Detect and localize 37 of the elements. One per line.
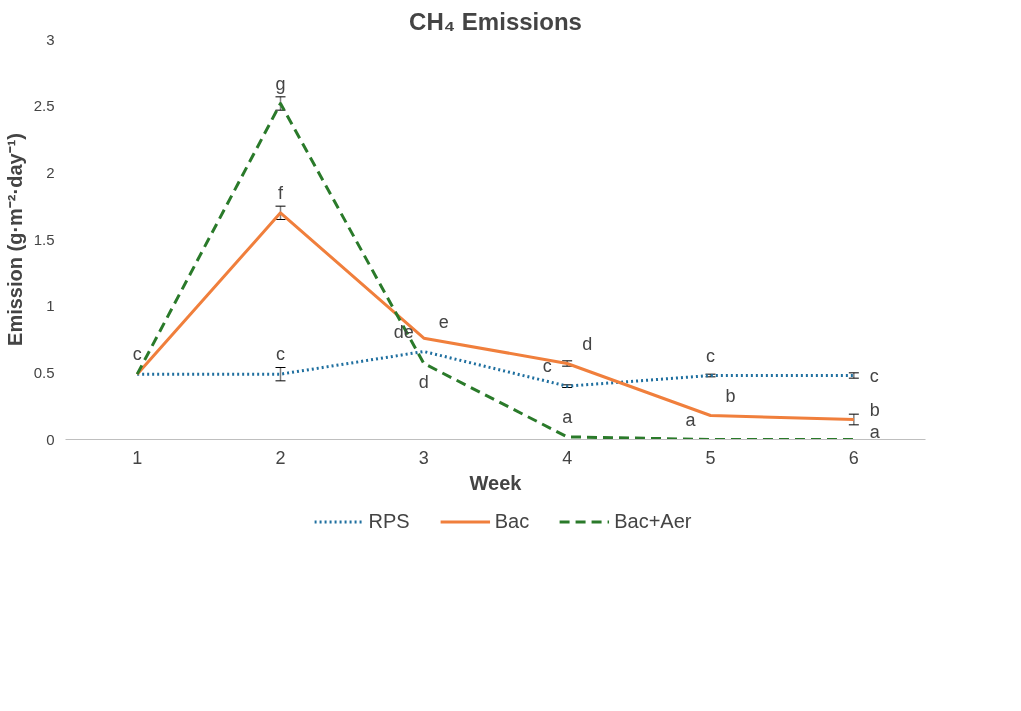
line-series bbox=[135, 102, 856, 440]
annotation: a bbox=[685, 409, 697, 430]
annotation: f bbox=[278, 182, 284, 203]
annotation: c bbox=[706, 345, 715, 366]
x-tick-label: 2 bbox=[275, 447, 286, 468]
y-tick-label: 3 bbox=[46, 30, 55, 48]
y-tick-label: 1 bbox=[46, 297, 55, 315]
y-tick-label: 0 bbox=[46, 430, 55, 448]
x-tick-label: 4 bbox=[562, 447, 573, 468]
legend-label: Bac bbox=[494, 509, 530, 533]
y-tick-label: 2 bbox=[46, 163, 55, 181]
annotation: c bbox=[132, 344, 142, 365]
annotation: c bbox=[542, 356, 552, 377]
x-axis-title: Week bbox=[469, 471, 523, 494]
annotation: de bbox=[393, 321, 414, 342]
line-series bbox=[135, 350, 856, 388]
x-tick-label: 3 bbox=[418, 447, 429, 468]
x-tick-label: 1 bbox=[132, 447, 143, 468]
legend-label: RPS bbox=[368, 509, 410, 533]
annotation: c bbox=[276, 344, 285, 365]
x-tick-label: 6 bbox=[848, 447, 859, 468]
annotation: d bbox=[582, 333, 593, 354]
chart-title: CH₄ Emissions bbox=[409, 7, 582, 35]
legend-label: Bac+Aer bbox=[614, 509, 692, 533]
y-tick-label: 0.5 bbox=[33, 363, 55, 381]
y-tick-label: 1.5 bbox=[33, 230, 55, 248]
annotation: b bbox=[869, 399, 880, 420]
annotation: a bbox=[562, 406, 574, 427]
x-tick-label: 5 bbox=[705, 447, 716, 468]
y-tick-label: 2.5 bbox=[33, 97, 55, 115]
annotation: e bbox=[438, 312, 449, 333]
annotation: d bbox=[418, 371, 429, 392]
annotation: c bbox=[869, 365, 879, 386]
y-axis-title: Emission (g·m⁻²·day⁻¹) bbox=[3, 133, 26, 346]
annotation: a bbox=[869, 421, 881, 442]
annotation: b bbox=[725, 385, 736, 406]
annotation: g bbox=[275, 73, 286, 94]
